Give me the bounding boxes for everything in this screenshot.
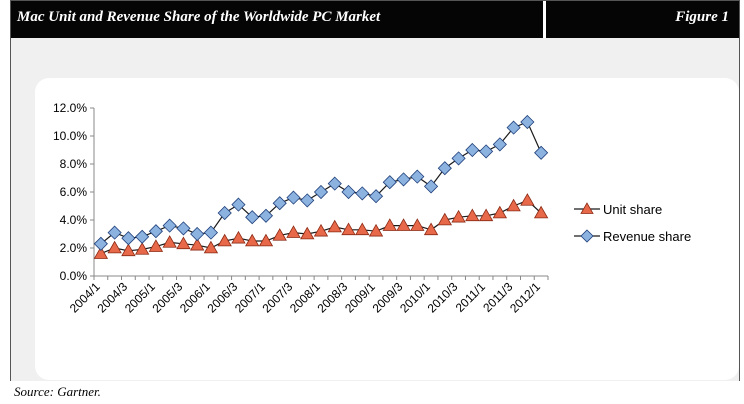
revenue-share-point bbox=[396, 172, 411, 187]
unit-share-point bbox=[148, 239, 164, 252]
revenue-share-point bbox=[148, 224, 163, 239]
y-tick-label: 2.0% bbox=[60, 241, 88, 255]
unit-share-point bbox=[520, 193, 535, 206]
unit-share-point bbox=[203, 240, 219, 254]
title-bar: Mac Unit and Revenue Share of the Worldw… bbox=[11, 1, 739, 38]
legend-revenue-share-label: Revenue share bbox=[603, 229, 691, 244]
revenue-share-point bbox=[162, 218, 177, 233]
revenue-share-point bbox=[355, 186, 370, 201]
unit-share-point bbox=[368, 223, 384, 237]
x-tick-label: 2011/1 bbox=[453, 279, 488, 314]
unit-share-point bbox=[423, 222, 439, 236]
unit-share-point bbox=[245, 233, 260, 247]
unit-share-point bbox=[506, 198, 521, 212]
unit-share-point bbox=[272, 228, 287, 241]
y-tick-label: 6.0% bbox=[60, 185, 88, 199]
revenue-share-point bbox=[258, 208, 274, 223]
legend-unit-share-label: Unit share bbox=[603, 202, 662, 217]
revenue-share-point bbox=[190, 226, 205, 242]
unit-share-point bbox=[93, 246, 109, 259]
revenue-share-point bbox=[286, 190, 301, 205]
revenue-share-point bbox=[313, 184, 329, 200]
y-tick-label: 12.0% bbox=[53, 101, 87, 115]
unit-share-point bbox=[382, 218, 397, 231]
revenue-share-point bbox=[121, 231, 136, 246]
revenue-share-point bbox=[506, 120, 521, 135]
unit-share-point bbox=[134, 242, 150, 255]
revenue-share-point bbox=[451, 151, 466, 166]
line-chart: 0.0%2.0%4.0%6.0%8.0%10.0%12.0%2004/12004… bbox=[53, 101, 691, 315]
unit-share-point bbox=[341, 222, 356, 236]
x-tick-label: 2010/3 bbox=[425, 279, 461, 315]
unit-share-point bbox=[107, 240, 122, 254]
y-tick-label: 4.0% bbox=[60, 213, 88, 227]
revenue-share-point bbox=[382, 175, 397, 190]
revenue-share-point bbox=[534, 145, 549, 160]
figure-frame: Mac Unit and Revenue Share of the Worldw… bbox=[10, 0, 740, 381]
unit-share-point bbox=[189, 237, 205, 251]
unit-share-point bbox=[121, 243, 136, 257]
legend-unit-share-marker bbox=[580, 202, 594, 214]
revenue-share-point bbox=[341, 184, 356, 200]
unit-share-point bbox=[176, 236, 191, 250]
unit-share-point bbox=[396, 218, 411, 231]
unit-share-point bbox=[410, 218, 425, 231]
revenue-share-point bbox=[272, 196, 287, 211]
unit-share-point bbox=[492, 205, 508, 219]
revenue-share-point bbox=[231, 197, 246, 212]
revenue-share-point bbox=[176, 221, 191, 236]
title-divider bbox=[543, 1, 546, 38]
revenue-share-point bbox=[217, 205, 232, 221]
y-tick-label: 0.0% bbox=[60, 269, 88, 283]
unit-share-point bbox=[231, 230, 246, 244]
unit-share-point bbox=[300, 226, 315, 240]
unit-share-point bbox=[313, 223, 329, 237]
revenue-share-point bbox=[203, 225, 219, 240]
source-note: Source: Gartner. bbox=[14, 384, 101, 399]
unit-share-point bbox=[533, 205, 549, 219]
unit-share-point bbox=[286, 225, 301, 238]
figure-title: Mac Unit and Revenue Share of the Worldw… bbox=[17, 9, 381, 25]
revenue-share-point bbox=[479, 144, 494, 159]
unit-share-point bbox=[465, 208, 480, 222]
y-tick-label: 10.0% bbox=[53, 129, 87, 143]
legend-revenue-share-marker bbox=[580, 229, 594, 243]
unit-share-point bbox=[217, 233, 232, 247]
y-tick-label: 8.0% bbox=[60, 157, 88, 171]
revenue-share-point bbox=[93, 236, 108, 251]
revenue-share-point bbox=[327, 176, 342, 191]
unit-share-point bbox=[478, 208, 494, 222]
revenue-share-point bbox=[107, 225, 122, 240]
unit-share-point bbox=[162, 235, 177, 248]
revenue-share-point bbox=[423, 179, 439, 194]
revenue-share-point bbox=[300, 193, 315, 208]
revenue-share-point bbox=[520, 114, 535, 130]
revenue-share-point bbox=[492, 137, 507, 152]
unit-share-point bbox=[327, 219, 342, 233]
revenue-share-point bbox=[465, 142, 480, 158]
revenue-share-point bbox=[410, 169, 425, 184]
chart-area: 0.0% 2.0% 4.0% 6.0% 8.0% 10.0% 12.0% 2004/1 2004… bbox=[11, 38, 739, 381]
revenue-share-point bbox=[437, 161, 452, 176]
revenue-share-point bbox=[368, 189, 384, 204]
revenue-share-point bbox=[245, 210, 260, 225]
unit-share-point bbox=[451, 209, 466, 223]
unit-share-point bbox=[355, 222, 370, 236]
unit-share-point bbox=[437, 212, 453, 226]
figure-label: Figure 1 bbox=[675, 9, 729, 25]
unit-share-point bbox=[258, 233, 274, 247]
x-tick-label: 2012/1 bbox=[507, 279, 543, 315]
revenue-share-point bbox=[135, 229, 150, 244]
